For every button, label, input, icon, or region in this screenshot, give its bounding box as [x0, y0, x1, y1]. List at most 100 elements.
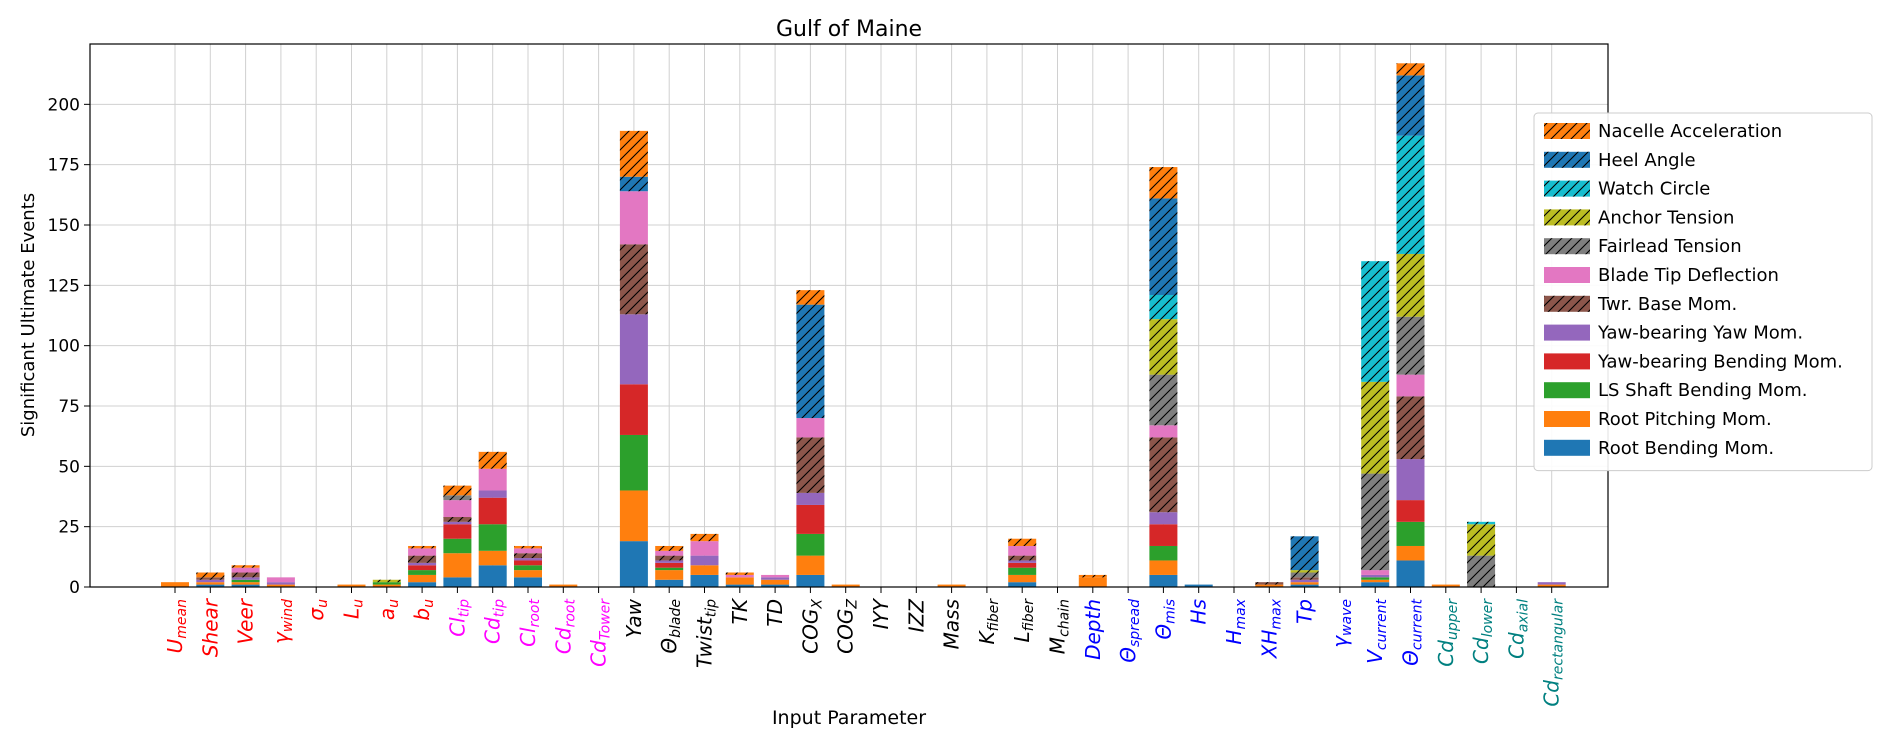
x-tick-label: Vcurrent [1363, 598, 1390, 663]
bar-segment-hatch [1149, 437, 1178, 513]
x-tick-label: Cdupper [1434, 598, 1461, 667]
x-tick-label: Twisttip [693, 599, 720, 668]
legend-swatch-hatch [1544, 123, 1590, 139]
legend-swatch-hatch [1544, 238, 1590, 255]
bar-segment [1149, 512, 1178, 525]
legend-label: Anchor Tension [1598, 207, 1734, 228]
bar-segment [478, 490, 507, 498]
bar-segment-hatch [1149, 198, 1178, 295]
y-tick-label: 150 [48, 216, 80, 236]
bar-segment [1290, 584, 1319, 587]
y-tick-label: 50 [58, 457, 80, 477]
bar-segment-hatch [514, 545, 542, 549]
bar-segment [655, 550, 684, 556]
x-tick-label: bu [410, 599, 437, 621]
bar-segment [937, 584, 966, 587]
x-tick-label: Lu [340, 599, 367, 619]
bar-segment [514, 560, 542, 566]
legend-label: Blade Tip Deflection [1598, 265, 1779, 286]
x-tick-label: Θblade [657, 599, 684, 654]
bar-segment-hatch [1396, 75, 1425, 136]
bar-segment-hatch [231, 565, 260, 568]
bar-segment-hatch [1255, 582, 1284, 585]
bar-segment [1396, 545, 1425, 561]
bar-segment [408, 582, 437, 587]
bar-segment-hatch [1008, 555, 1037, 561]
bar-segment-hatch [619, 130, 648, 177]
bar-segment [1149, 545, 1178, 561]
series-group [619, 75, 1425, 571]
bar-segment [1537, 582, 1566, 585]
bar-segment [1149, 574, 1178, 587]
x-tick-label: Hmax [1222, 598, 1249, 644]
bar-segment [796, 574, 825, 587]
bar-segment-hatch [1396, 396, 1425, 460]
x-tick-label: COGX [798, 599, 825, 654]
bar-segment [1290, 582, 1319, 585]
bar-segment [1396, 560, 1425, 587]
series-group [196, 314, 1566, 585]
legend-label: Root Pitching Mom. [1598, 409, 1772, 430]
bar-segment-hatch [408, 545, 437, 549]
bar-segment [1078, 577, 1107, 587]
bar-segment [231, 584, 260, 587]
bar-segment [478, 524, 507, 551]
bar-segment [619, 434, 648, 491]
bar-segment [761, 574, 790, 578]
legend-swatch [1544, 267, 1590, 283]
bar-segment-hatch [796, 304, 825, 419]
bar-segment-hatch [514, 553, 542, 559]
bar-segment-hatch [725, 572, 754, 575]
legend-label: Fairlead Tension [1598, 236, 1742, 257]
bar-segment [443, 521, 472, 525]
bar-segment-hatch [443, 495, 472, 501]
legend-label: Watch Circle [1598, 179, 1710, 200]
x-tick-label: Yaw [622, 598, 646, 638]
bar-segment [408, 548, 437, 556]
bar-segment-hatch [443, 517, 472, 522]
bar-segment [443, 577, 472, 587]
chart-title: Gulf of Maine [776, 17, 922, 42]
bar-segment [690, 555, 719, 566]
bar-segment [796, 533, 825, 556]
legend-swatch [1544, 439, 1590, 456]
bar-segment [796, 555, 825, 575]
bar-segment-hatch [619, 176, 648, 192]
bar-segment [1149, 560, 1178, 575]
y-axis-label: Significant Ultimate Events [18, 193, 39, 437]
bar-segment-hatch [1290, 572, 1319, 578]
x-tick-label: Cdroot [551, 599, 578, 655]
legend-label: Yaw-bearing Yaw Mom. [1597, 323, 1803, 344]
bar-segment [796, 504, 825, 534]
x-tick-label: TD [763, 599, 787, 627]
x-tick-label: Tp [1293, 599, 1317, 624]
bar-segment [1396, 521, 1425, 546]
x-tick-label: Θspread [1116, 599, 1143, 663]
bar-segment [231, 579, 260, 583]
bar-segment [1008, 574, 1037, 583]
bars [161, 63, 1566, 587]
bar-segment-hatch [1149, 319, 1178, 375]
series-group [231, 434, 1425, 585]
bar-segment-hatch [655, 555, 684, 561]
bar-segment [337, 584, 366, 587]
x-tick-label: Umean [163, 599, 190, 653]
legend-swatch-hatch [1544, 295, 1590, 312]
bar-segment [1361, 574, 1390, 578]
bar-segment-hatch [690, 533, 719, 542]
x-axis-label: Input Parameter [772, 707, 926, 729]
legend-swatch [1544, 411, 1590, 427]
legend-swatch [1544, 382, 1590, 399]
bar-segment [443, 553, 472, 578]
legend-label: Twr. Base Mom. [1597, 294, 1737, 315]
x-tick-label: COGZ [834, 599, 861, 654]
legend-label: Nacelle Acceleration [1598, 121, 1782, 142]
bar-segment [796, 492, 825, 505]
x-tick-label: Cdtip [481, 599, 508, 644]
bar-segment-hatch [655, 545, 684, 551]
bar-segment [514, 548, 542, 554]
legend-swatch [1544, 353, 1590, 370]
bar-segment [619, 490, 648, 542]
bar-segment [196, 579, 225, 583]
